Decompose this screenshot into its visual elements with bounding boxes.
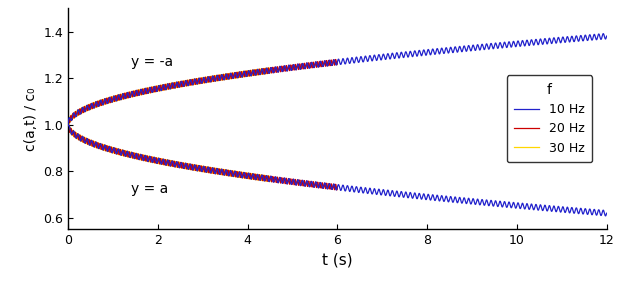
20 Hz [334,60,341,64]
10 Hz [248,74,255,78]
20 Hz [64,123,72,126]
30 Hz [64,123,72,126]
Text: y = a: y = a [131,182,168,196]
20 Hz [192,83,199,86]
10 Hz [64,123,72,126]
20 Hz [322,63,330,66]
10 Hz [473,44,480,48]
X-axis label: t (s): t (s) [322,253,353,268]
Line: 20 Hz: 20 Hz [68,59,337,124]
10 Hz [458,50,465,53]
30 Hz [201,76,208,79]
30 Hz [266,69,274,72]
30 Hz [191,78,198,81]
Legend: 10 Hz, 20 Hz, 30 Hz: 10 Hz, 20 Hz, 30 Hz [506,76,592,162]
10 Hz [603,35,610,38]
20 Hz [332,58,339,61]
Line: 10 Hz: 10 Hz [68,34,607,125]
30 Hz [240,71,248,74]
20 Hz [261,72,269,76]
10 Hz [600,32,607,35]
20 Hz [269,67,276,70]
30 Hz [152,88,159,91]
30 Hz [265,66,272,70]
Text: y = -a: y = -a [131,55,173,69]
20 Hz [319,61,326,65]
10 Hz [319,65,327,68]
Line: 30 Hz: 30 Hz [68,68,270,124]
30 Hz [154,87,162,90]
10 Hz [574,36,581,40]
20 Hz [156,89,163,93]
Y-axis label: c(a,t) / c₀: c(a,t) / c₀ [24,87,38,151]
10 Hz [580,37,587,40]
30 Hz [257,73,264,76]
